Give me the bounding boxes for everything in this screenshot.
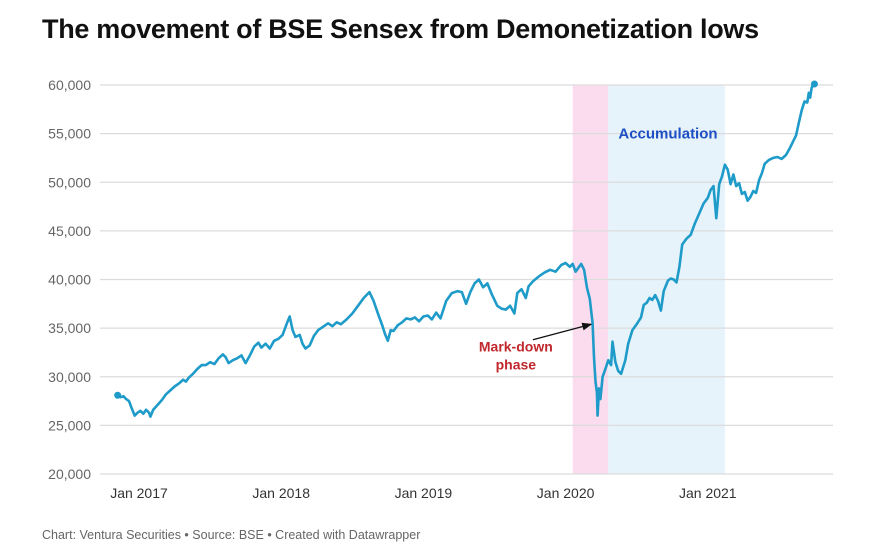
- series-group: [114, 80, 818, 418]
- gridlines: [100, 84, 833, 475]
- mark-down-label-line: phase: [496, 356, 537, 372]
- x-tick-label: Jan 2017: [110, 485, 168, 501]
- chart-title: The movement of BSE Sensex from Demoneti…: [42, 14, 759, 44]
- y-axis-ticks: 60,000 55,000 50,000 45,000 40,000 35,000 30,0…: [48, 77, 91, 482]
- y-tick-label: 25,000: [48, 417, 91, 433]
- x-tick-label: Jan 2020: [537, 485, 595, 501]
- y-tick-label: 50,000: [48, 174, 91, 190]
- series-start-point: [114, 391, 122, 399]
- accumulation-label: Accumulation: [618, 126, 717, 143]
- chart-footer: Chart: Ventura Securities • Source: BSE …: [42, 528, 421, 542]
- x-tick-label: Jan 2018: [252, 485, 310, 501]
- annotations: Accumulation Mark-down phase: [479, 126, 718, 373]
- series-end-point: [810, 80, 818, 88]
- x-axis-ticks: Jan 2017 Jan 2018 Jan 2019 Jan 2020 Jan 2021: [110, 485, 737, 501]
- y-tick-label: 55,000: [48, 126, 91, 142]
- x-tick-label: Jan 2019: [395, 485, 453, 501]
- y-tick-label: 60,000: [48, 77, 91, 93]
- y-tick-label: 30,000: [48, 369, 91, 385]
- mark-down-arrow: [532, 322, 593, 341]
- series-line-sensex: [116, 82, 816, 418]
- y-tick-label: 45,000: [48, 223, 91, 239]
- y-tick-label: 20,000: [48, 466, 91, 482]
- x-tick-label: Jan 2021: [679, 485, 737, 501]
- y-tick-label: 40,000: [48, 272, 91, 288]
- y-tick-label: 35,000: [48, 320, 91, 336]
- mark-down-label-line: Mark-down: [479, 338, 553, 354]
